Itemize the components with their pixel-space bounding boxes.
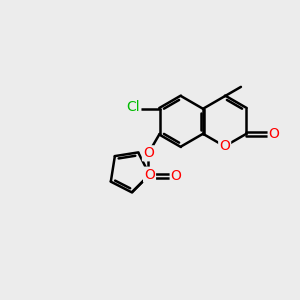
Text: O: O bbox=[219, 139, 230, 153]
Text: O: O bbox=[269, 127, 280, 141]
Text: O: O bbox=[143, 146, 154, 160]
Text: O: O bbox=[144, 168, 155, 182]
Text: O: O bbox=[171, 169, 182, 183]
Text: Cl: Cl bbox=[127, 100, 140, 114]
